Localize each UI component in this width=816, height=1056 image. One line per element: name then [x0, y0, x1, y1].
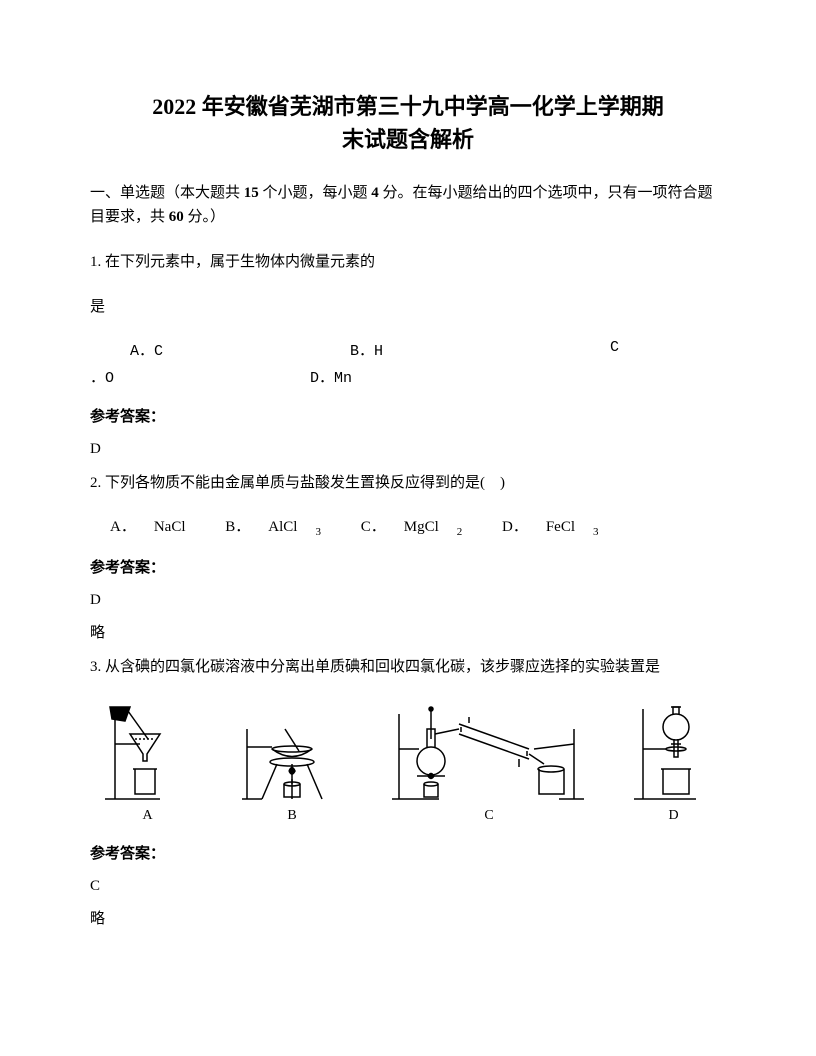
q1-opt-d: D．Mn	[310, 366, 352, 387]
q3-text: 从含碘的四氯化碳溶液中分离出单质碘和回收四氯化碳，该步骤应选择的实验装置是	[105, 659, 660, 675]
diagram-d: D	[631, 699, 716, 824]
q2-opt-d: D．FeCl3	[502, 519, 617, 535]
diagram-d-label: D	[668, 808, 678, 824]
question-3: 3. 从含碘的四氯化碳溶液中分离出单质碘和回收四氯化碳，该步骤应选择的实验装置是	[90, 654, 726, 681]
q1-options-row2: ．O D．Mn	[90, 366, 726, 387]
question-1: 1. 在下列元素中，属于生物体内微量元素的	[90, 249, 726, 276]
q1-opt-b: B．H	[350, 339, 610, 360]
q2-number: 2.	[90, 475, 101, 491]
section-header: 一、单选题（本大题共 15 个小题，每小题 4 分。在每小题给出的四个选项中，只…	[90, 181, 726, 229]
section-count: 15	[244, 185, 259, 201]
q1-opt-c: C	[610, 339, 710, 360]
title-line-1: 2022 年安徽省芜湖市第三十九中学高一化学上学期期	[90, 90, 726, 123]
q1-answer-label: 参考答案：	[90, 405, 726, 426]
q1-opt-co: ．O	[90, 366, 310, 387]
q2-opt-a: A．NaCl	[110, 519, 204, 535]
q3-note: 略	[90, 907, 726, 928]
q2-options: A．NaCl B．AlCl3 C．MgCl2 D．FeCl3	[90, 515, 726, 538]
separating-funnel-icon	[631, 699, 716, 804]
section-mid1: 个小题，每小题	[259, 185, 372, 201]
q2-opt-b: B．AlCl3	[225, 519, 339, 535]
question-2: 2. 下列各物质不能由金属单质与盐酸发生置换反应得到的是( )	[90, 470, 726, 497]
q2-answer: D	[90, 592, 726, 609]
diagram-b: B	[237, 699, 347, 824]
diagram-b-label: B	[287, 808, 296, 824]
filtration-icon	[100, 699, 195, 804]
q2-answer-label: 参考答案：	[90, 556, 726, 577]
title-line-2: 末试题含解析	[90, 123, 726, 156]
q1-number: 1.	[90, 254, 101, 270]
q1-answer: D	[90, 441, 726, 458]
section-points: 4	[371, 185, 379, 201]
evaporation-icon	[237, 699, 347, 804]
q2-note: 略	[90, 621, 726, 642]
apparatus-diagrams: A B	[90, 699, 726, 824]
q1-options-row1: A．C B．H C	[90, 339, 726, 360]
diagram-a-label: A	[142, 808, 152, 824]
q1-text: 在下列元素中，属于生物体内微量元素的	[105, 254, 375, 270]
q1-text2: 是	[90, 294, 726, 321]
q2-opt-c: C．MgCl2	[361, 519, 481, 535]
section-prefix: 一、单选题（本大题共	[90, 185, 244, 201]
q3-number: 3.	[90, 659, 101, 675]
q3-answer-label: 参考答案：	[90, 842, 726, 863]
q1-opt-a: A．C	[90, 339, 350, 360]
section-total: 60	[169, 209, 184, 225]
q3-answer: C	[90, 878, 726, 895]
diagram-a: A	[100, 699, 195, 824]
section-suffix: 分。）	[184, 209, 225, 225]
diagram-c: C	[389, 699, 589, 824]
diagram-c-label: C	[484, 808, 493, 824]
distillation-icon	[389, 699, 589, 804]
q2-text: 下列各物质不能由金属单质与盐酸发生置换反应得到的是( )	[105, 475, 505, 491]
